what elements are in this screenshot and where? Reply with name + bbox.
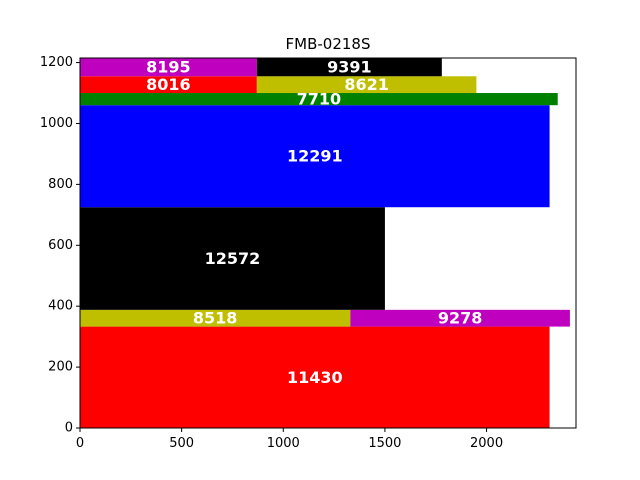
chart-title: FMB-0218S <box>286 35 371 53</box>
bar-label-9: 9391 <box>327 58 372 77</box>
y-tick-label-3: 600 <box>48 238 73 253</box>
bar-4 <box>80 105 550 208</box>
bar-label-1: 8518 <box>193 309 238 328</box>
x-axis: 0 500 1000 1500 2000 <box>76 428 503 451</box>
bar-8 <box>80 58 257 77</box>
y-tick-label-6: 1200 <box>40 55 73 70</box>
bar-labels-group: 11430 8518 9278 12572 12291 7710 8016 8621 8195 9… <box>146 58 482 387</box>
bar-label-4: 12291 <box>287 147 343 166</box>
bar-0 <box>80 326 550 428</box>
y-tick-label-2: 400 <box>48 299 73 314</box>
y-tick-label-5: 1000 <box>40 116 73 131</box>
bar-7 <box>256 76 477 94</box>
x-tick-label-0: 0 <box>76 436 84 451</box>
x-tick-label-2: 1000 <box>267 436 300 451</box>
plot-area-frame <box>79 57 577 429</box>
y-tick-label-4: 800 <box>48 177 73 192</box>
y-tick-label-1: 200 <box>48 360 73 375</box>
bar-label-3: 12572 <box>205 249 261 268</box>
bar-label-2: 9278 <box>438 309 483 328</box>
bar-5 <box>80 93 558 106</box>
bar-3 <box>80 207 385 310</box>
x-tick-label-1: 500 <box>169 436 194 451</box>
bar-label-7: 8621 <box>344 75 389 94</box>
y-tick-label-0: 0 <box>65 421 73 436</box>
x-tick-label-3: 1500 <box>368 436 401 451</box>
bar-label-0: 11430 <box>287 368 343 387</box>
bar-label-5: 7710 <box>297 90 342 109</box>
bar-2 <box>350 309 570 327</box>
bar-label-6: 8016 <box>146 75 191 94</box>
bar-9 <box>256 58 442 77</box>
bar-label-8: 8195 <box>146 58 191 77</box>
bars-group <box>80 58 570 428</box>
y-axis: 0 200 400 600 800 1000 1200 <box>40 55 80 436</box>
x-tick-label-4: 2000 <box>470 436 503 451</box>
bar-6 <box>80 76 257 94</box>
bar-1 <box>80 309 351 327</box>
